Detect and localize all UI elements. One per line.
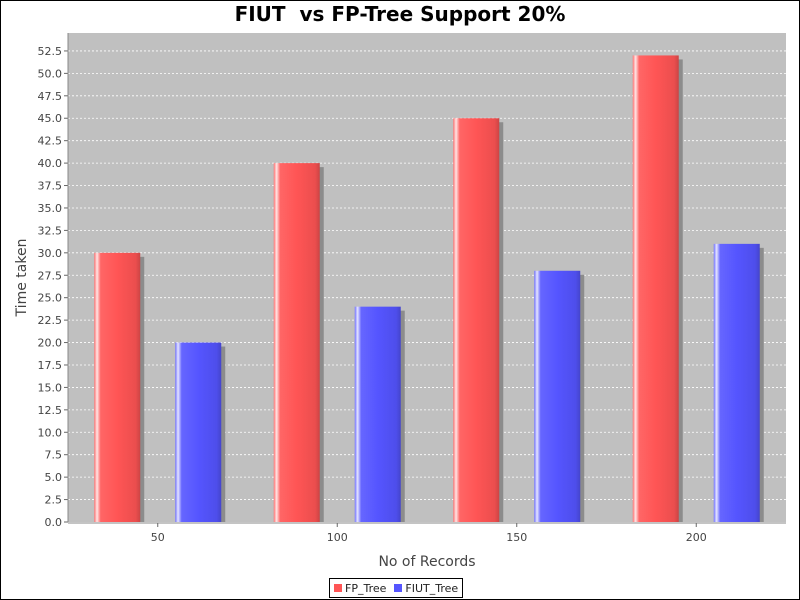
y-axis-label: Time taken bbox=[14, 239, 30, 318]
legend-swatch-fp-tree bbox=[334, 584, 342, 592]
y-tick-label: 42.5 bbox=[38, 135, 63, 148]
y-tick-label: 30.0 bbox=[38, 247, 63, 260]
x-tick-label-200: 200 bbox=[686, 531, 707, 544]
x-tick-label-100: 100 bbox=[327, 531, 348, 544]
y-tick-label: 32.5 bbox=[38, 224, 63, 237]
y-tick-label: 27.5 bbox=[38, 269, 63, 282]
legend-swatch-fiut-tree bbox=[394, 584, 403, 592]
y-tick-label: 52.5 bbox=[38, 45, 63, 58]
bar-fp-tree-150 bbox=[453, 118, 500, 523]
y-tick-label: 15.0 bbox=[38, 381, 63, 394]
y-tick-label: 2.5 bbox=[45, 494, 63, 507]
bar-fp-tree-200 bbox=[632, 55, 679, 523]
y-tick-label: 50.0 bbox=[38, 67, 63, 80]
chart-title: FIUT vs FP-Tree Support 20% bbox=[234, 2, 566, 26]
bar-fiut-tree-150 bbox=[534, 270, 581, 522]
bar-fiut-tree-50 bbox=[175, 342, 222, 522]
y-tick-label: 20.0 bbox=[38, 337, 63, 350]
bar-fp-tree-50 bbox=[94, 252, 141, 522]
bar-fp-tree-100 bbox=[273, 163, 320, 522]
bar-fiut-tree-100 bbox=[354, 306, 401, 522]
y-tick-label: 22.5 bbox=[38, 314, 63, 327]
y-tick-label: 0.0 bbox=[45, 516, 63, 529]
y-tick-label: 40.0 bbox=[38, 157, 63, 170]
y-tick-label: 12.5 bbox=[38, 404, 63, 417]
legend-item-fiut-tree: FIUT_Tree bbox=[394, 582, 458, 595]
y-tick-label: 5.0 bbox=[45, 471, 63, 484]
y-tick-label: 37.5 bbox=[38, 180, 63, 193]
y-tick-label: 35.0 bbox=[38, 202, 63, 215]
y-tick-label: 47.5 bbox=[38, 90, 63, 103]
y-tick-label: 7.5 bbox=[45, 449, 63, 462]
bar-fiut-tree-200 bbox=[713, 243, 760, 522]
legend: FP_Tree FIUT_Tree bbox=[329, 578, 464, 598]
y-tick-label: 25.0 bbox=[38, 292, 63, 305]
y-tick-label: 17.5 bbox=[38, 359, 63, 372]
y-tick-label: 45.0 bbox=[38, 112, 63, 125]
legend-item-fp-tree: FP_Tree bbox=[334, 582, 386, 595]
legend-label-fiut-tree: FIUT_Tree bbox=[405, 581, 459, 595]
x-axis-label: No of Records bbox=[378, 554, 475, 570]
legend-label-fp-tree: FP_Tree bbox=[345, 581, 387, 595]
x-tick-label-150: 150 bbox=[506, 531, 527, 544]
x-tick-label-50: 50 bbox=[151, 531, 165, 544]
y-tick-label: 10.0 bbox=[38, 426, 63, 439]
